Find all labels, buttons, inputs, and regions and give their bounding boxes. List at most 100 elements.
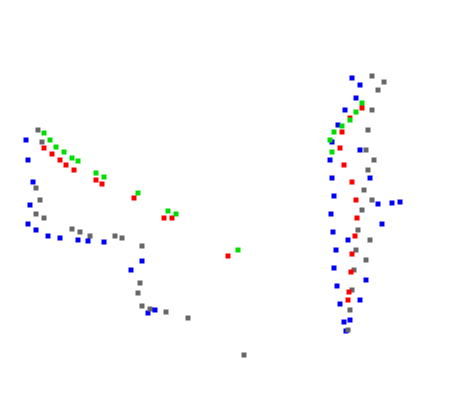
scatter-point (327, 157, 333, 163)
scatter-point (349, 75, 355, 81)
scatter-point (352, 233, 358, 239)
scatter-point (241, 352, 247, 358)
scatter-point (147, 306, 153, 312)
scatter-point (25, 157, 31, 163)
scatter-point (357, 147, 363, 153)
scatter-point (139, 243, 145, 249)
scatter-point (354, 215, 360, 221)
scatter-point (359, 207, 365, 213)
scatter-point (128, 267, 134, 273)
scatter-point (57, 235, 63, 241)
scatter-point (347, 317, 353, 323)
scatter-point (139, 303, 145, 309)
scatter-point (357, 82, 363, 88)
scatter-point (235, 247, 241, 253)
scatter-point (33, 185, 39, 191)
scatter-point (163, 309, 169, 315)
scatter-point (331, 193, 337, 199)
scatter-point (327, 137, 333, 143)
scatter-point (363, 277, 369, 283)
scatter-point (335, 122, 341, 128)
scatter-point (337, 145, 343, 151)
scatter-point (334, 283, 340, 289)
scatter-point (85, 238, 91, 244)
scatter-point (353, 95, 359, 101)
scatter-point (23, 137, 29, 143)
scatter-point (345, 327, 351, 333)
scatter-point (63, 162, 69, 168)
scatter-point (71, 167, 77, 173)
scatter-point (353, 109, 359, 115)
scatter-point (75, 237, 81, 243)
scatter-point (379, 221, 385, 227)
scatter-point (69, 155, 75, 161)
scatter-point (365, 167, 371, 173)
scatter-point (57, 157, 63, 163)
scatter-point (349, 287, 355, 293)
scatter-point (345, 237, 351, 243)
scatter-point (367, 175, 373, 181)
scatter-point (30, 179, 36, 185)
scatter-point (185, 315, 191, 321)
scatter-point (361, 187, 367, 193)
scatter-point (33, 211, 39, 217)
scatter-point (363, 257, 369, 263)
scatter-marks (23, 73, 403, 358)
scatter-point (33, 227, 39, 233)
scatter-point (93, 170, 99, 176)
scatter-point (369, 107, 375, 113)
scatter-point (135, 290, 141, 296)
scatter-point (353, 247, 359, 253)
scatter-point (341, 162, 347, 168)
scatter-point (35, 127, 41, 133)
scatter-point (45, 233, 51, 239)
scatter-point (381, 79, 387, 85)
scatter-point (369, 197, 375, 203)
scatter-point (397, 199, 403, 205)
scatter-point (47, 137, 53, 143)
scatter-point (349, 179, 355, 185)
scatter-point (27, 202, 33, 208)
scatter-point (119, 235, 125, 241)
scatter-point (347, 117, 353, 123)
scatter-point (169, 215, 175, 221)
scatter-point (342, 107, 348, 113)
scatter-point (351, 267, 357, 273)
scatter-point (359, 100, 365, 106)
scatter-point (331, 265, 337, 271)
scatter-point (41, 215, 47, 221)
scatter-point (41, 130, 47, 136)
scatter-point (101, 239, 107, 245)
scatter-point (87, 233, 93, 239)
scatter-point (145, 310, 151, 316)
scatter-point (339, 123, 345, 129)
scatter-point (37, 197, 43, 203)
scatter-point (173, 211, 179, 217)
scatter-point (365, 127, 371, 133)
scatter-point (331, 129, 337, 135)
scatter-point (329, 175, 335, 181)
scatter-point (339, 129, 345, 135)
scatter-point (135, 190, 141, 196)
scatter-point (330, 229, 336, 235)
scatter-point (346, 289, 352, 295)
scatter-point (99, 181, 105, 187)
scatter-point (75, 158, 81, 164)
scatter-point (39, 139, 45, 145)
scatter-point (353, 197, 359, 203)
scatter-point (341, 319, 347, 325)
scatter-point (53, 144, 59, 150)
scatter-point (348, 269, 354, 275)
scatter-point (131, 195, 137, 201)
scatter-point (61, 149, 67, 155)
scatter-point (112, 233, 118, 239)
scatter-point (152, 307, 158, 313)
scatter-point (371, 157, 377, 163)
scatter-point (41, 145, 47, 151)
scatter-point (349, 251, 355, 257)
scatter-point (329, 149, 335, 155)
scatter-point (161, 215, 167, 221)
scatter-point (137, 280, 143, 286)
